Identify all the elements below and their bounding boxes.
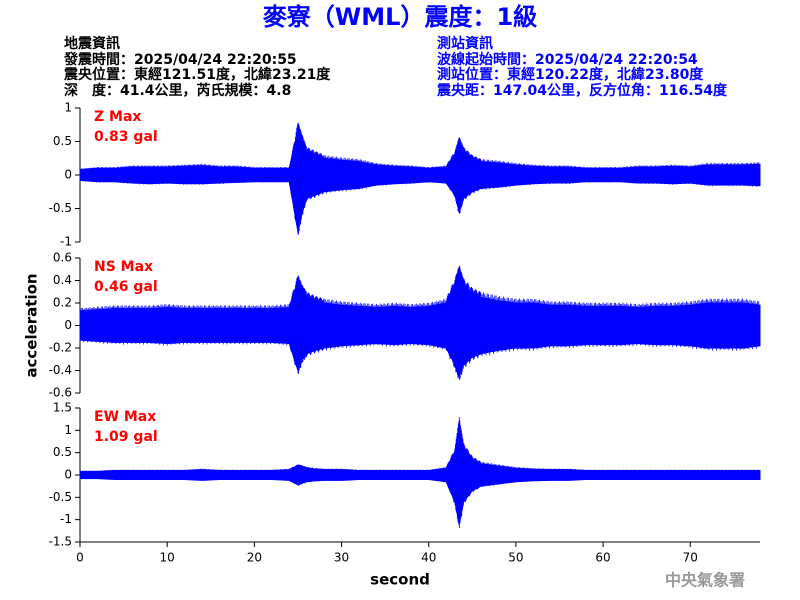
- x-tick-label: 20: [247, 551, 262, 565]
- x-tick-label: 0: [76, 551, 84, 565]
- watermark: 中央氣象署: [665, 571, 745, 590]
- y-tick-label: -1: [60, 512, 72, 526]
- y-tick-label: 1: [64, 101, 72, 115]
- y-axis-label: acceleration: [23, 273, 41, 377]
- header-right: 測站位置：東經120.22度，北緯23.80度: [437, 66, 704, 83]
- panel-max: 0.83 gal: [94, 129, 158, 145]
- y-tick-label: 0: [64, 168, 72, 182]
- y-tick-label: -0.6: [49, 386, 72, 400]
- y-tick-label: 0.5: [53, 445, 72, 459]
- y-tick-label: 0: [64, 318, 72, 332]
- header-left: 深 度：41.4公里，芮氏規模：4.8: [64, 82, 291, 99]
- x-tick-label: 70: [683, 551, 698, 565]
- x-tick-label: 30: [334, 551, 349, 565]
- y-tick-label: -1.5: [49, 535, 72, 549]
- x-tick-label: 40: [421, 551, 436, 565]
- title: 麥寮（WML）震度：1級: [262, 3, 537, 31]
- panel-label: EW Max: [94, 409, 156, 425]
- x-tick-label: 50: [508, 551, 523, 565]
- y-tick-label: -1: [60, 235, 72, 249]
- panel-max: 0.46 gal: [94, 279, 158, 295]
- y-tick-label: -0.5: [49, 201, 72, 215]
- header-left: 發震時間：2025/04/24 22:20:55: [63, 51, 297, 68]
- y-tick-label: 0.6: [53, 251, 72, 265]
- header-right: 測站資訊: [437, 35, 493, 52]
- x-axis-label: second: [370, 571, 430, 589]
- y-tick-label: 0.5: [53, 134, 72, 148]
- y-tick-label: 0.4: [53, 273, 72, 287]
- header-right: 波線起始時間：2025/04/24 22:20:54: [437, 51, 698, 68]
- y-tick-label: -0.2: [49, 341, 72, 355]
- x-tick-label: 60: [595, 551, 610, 565]
- y-tick-label: -0.5: [49, 490, 72, 504]
- header-left: 地震資訊: [64, 35, 120, 52]
- y-tick-label: 0.2: [53, 296, 72, 310]
- y-tick-label: 0: [64, 468, 72, 482]
- header-right: 震央距：147.04公里，反方位角：116.54度: [436, 82, 728, 99]
- panel-label: NS Max: [94, 259, 153, 275]
- panel-label: Z Max: [94, 109, 141, 125]
- y-tick-label: 1.5: [53, 401, 72, 415]
- y-tick-label: 1: [64, 423, 72, 437]
- panel-max: 1.09 gal: [94, 429, 158, 445]
- header-left: 震央位置：東經121.51度，北緯23.21度: [63, 66, 331, 83]
- y-tick-label: -0.4: [49, 363, 72, 377]
- x-tick-label: 10: [160, 551, 175, 565]
